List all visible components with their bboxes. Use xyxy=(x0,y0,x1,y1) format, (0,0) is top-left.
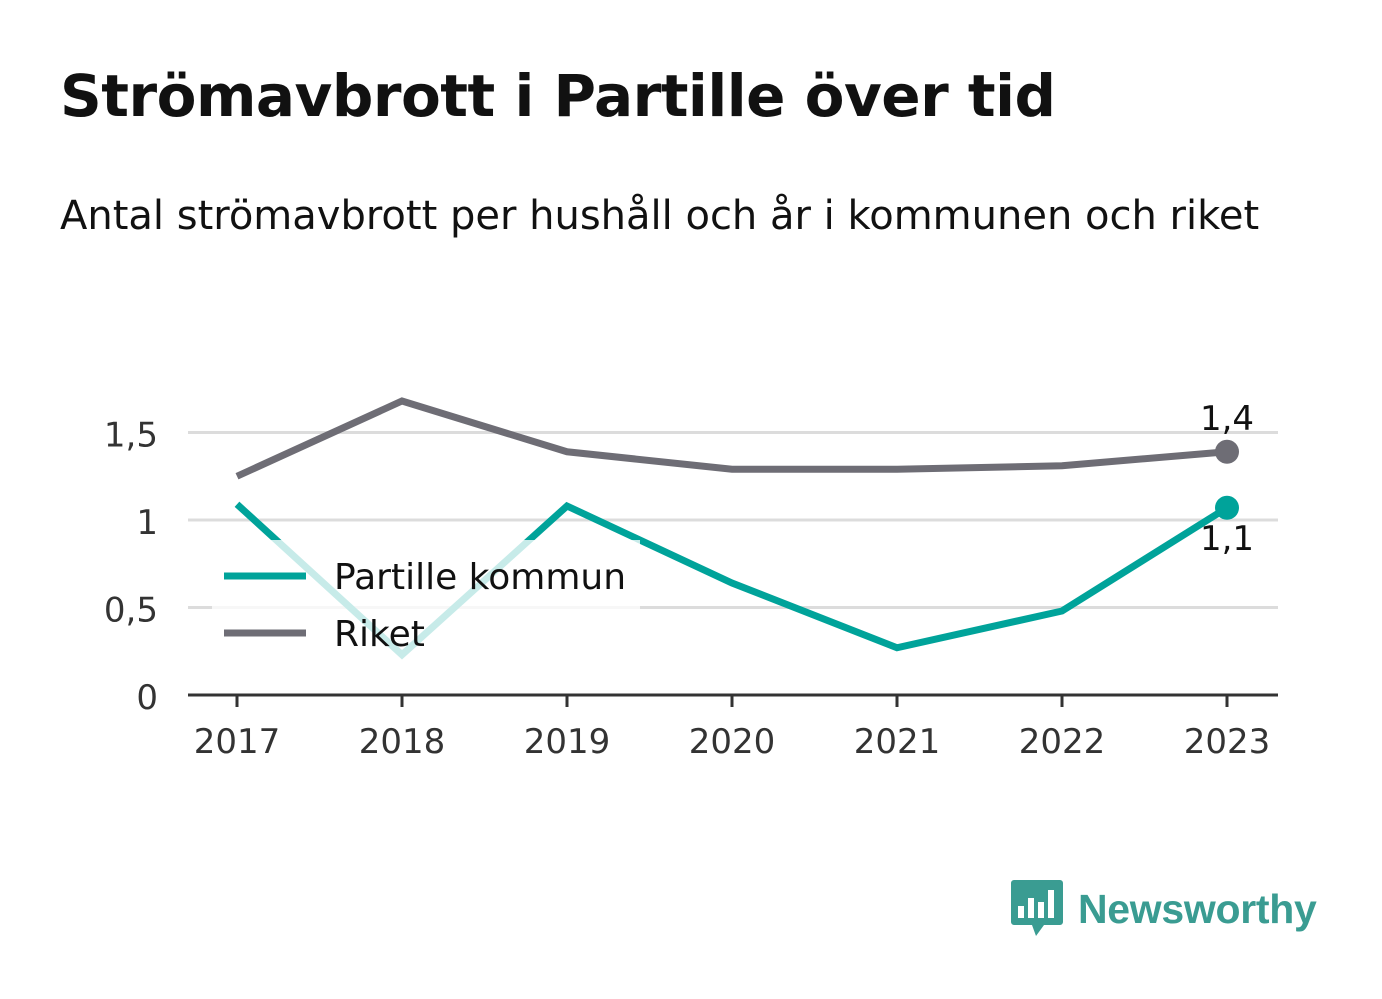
x-tick-label: 2018 xyxy=(359,722,446,762)
x-tick-label: 2023 xyxy=(1184,722,1271,762)
legend: Partille kommun Riket xyxy=(212,540,640,662)
y-tick-label: 0 xyxy=(136,678,158,718)
end-marker xyxy=(1215,439,1239,464)
chart-subtitle: Antal strömavbrott per hushåll och år i … xyxy=(60,193,1260,239)
x-tick-label: 2020 xyxy=(689,722,776,762)
x-tick-label: 2017 xyxy=(194,722,281,762)
data-label: 1,4 xyxy=(1200,399,1254,439)
y-tick-label: 0,5 xyxy=(104,591,158,631)
legend-background xyxy=(212,540,640,662)
newsworthy-logo: Newsworthy xyxy=(1010,878,1317,940)
legend-entry: Partille kommun xyxy=(334,557,626,598)
chart-title: Strömavbrott i Partille över tid xyxy=(60,62,1056,130)
x-axis: 2017 2018 2019 2020 2021 2022 2023 xyxy=(188,693,1278,762)
y-tick-label: 1,5 xyxy=(104,416,158,456)
y-axis-tick-labels: 0 0,5 1 1,5 xyxy=(104,416,158,719)
y-tick-label: 1 xyxy=(136,503,158,543)
data-label: 1,1 xyxy=(1200,519,1254,559)
end-labels: 1,1 1,4 xyxy=(1200,399,1254,559)
logo-text: Newsworthy xyxy=(1078,885,1317,932)
x-tick-label: 2021 xyxy=(854,722,941,762)
x-tick-label: 2022 xyxy=(1019,722,1106,762)
end-marker xyxy=(1215,495,1239,520)
series-line-1 xyxy=(235,397,1228,480)
legend-entry: Riket xyxy=(334,614,425,655)
bar-chart-speech-bubble-icon xyxy=(1011,880,1063,936)
x-tick-label: 2019 xyxy=(524,722,611,762)
